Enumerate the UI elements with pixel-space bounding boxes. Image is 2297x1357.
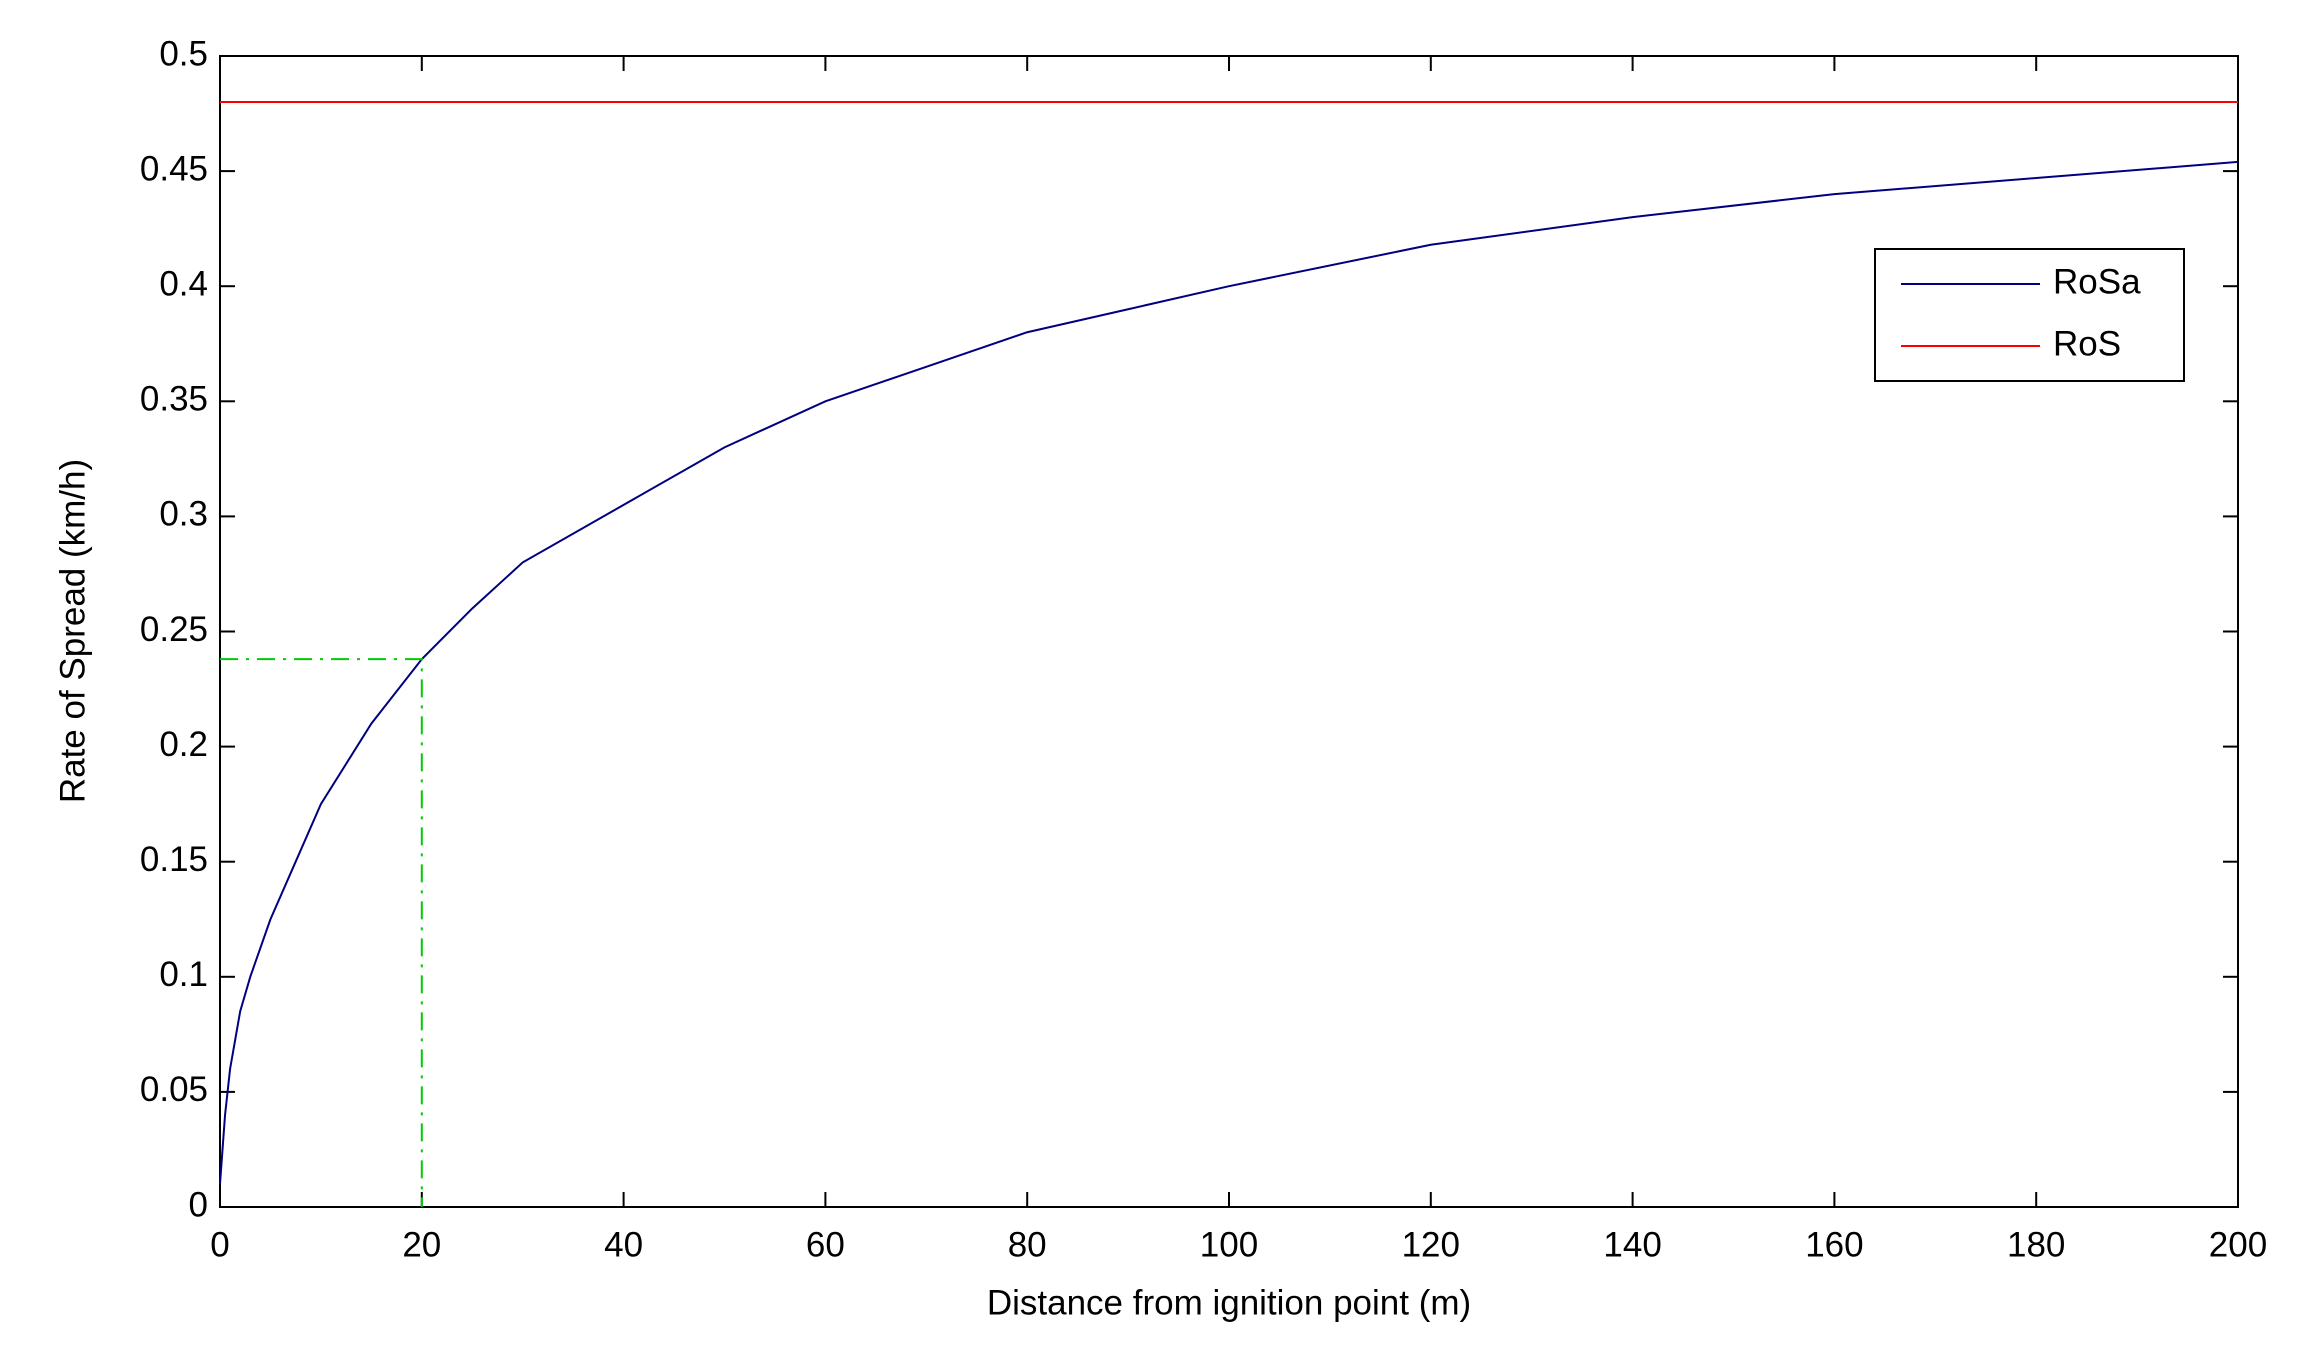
guide-line: [220, 658, 423, 1207]
x-tick-label: 160: [1805, 1225, 1863, 1264]
y-tick-label: 0.15: [140, 840, 208, 879]
legend-label: RoSa: [2053, 262, 2141, 301]
x-axis-label: Distance from ignition point (m): [987, 1283, 1471, 1322]
x-tick-label: 100: [1200, 1225, 1258, 1264]
y-tick-label: 0.25: [140, 610, 208, 649]
y-tick-label: 0: [189, 1185, 208, 1224]
legend-label: RoS: [2053, 324, 2121, 363]
y-tick-label: 0.35: [140, 380, 208, 419]
y-tick-label: 0.05: [140, 1070, 208, 1109]
y-tick-label: 0.3: [159, 495, 208, 534]
x-tick-label: 20: [402, 1225, 441, 1264]
x-tick-label: 80: [1008, 1225, 1047, 1264]
y-tick-label: 0.2: [159, 725, 208, 764]
legend-box: [1874, 248, 2185, 382]
x-tick-label: 200: [2209, 1225, 2267, 1264]
x-tick-label: 120: [1402, 1225, 1460, 1264]
x-tick-label: 140: [1603, 1225, 1661, 1264]
y-axis-label: Rate of Spread (km/h): [53, 459, 92, 803]
x-tick-label: 40: [604, 1225, 643, 1264]
y-tick-label: 0.4: [159, 264, 208, 303]
plot-frame: [219, 55, 2239, 1208]
y-tick-label: 0.5: [159, 34, 208, 73]
y-tick-label: 0.45: [140, 149, 208, 188]
x-tick-label: 60: [806, 1225, 845, 1264]
x-tick-label: 180: [2007, 1225, 2065, 1264]
x-tick-label: 0: [210, 1225, 229, 1264]
series-line: [219, 160, 2239, 1185]
y-tick-label: 0.1: [159, 955, 208, 994]
